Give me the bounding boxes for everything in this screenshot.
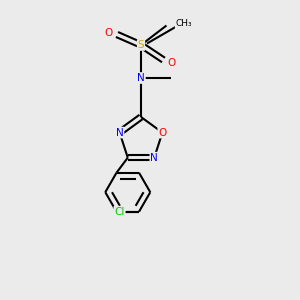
Text: O: O <box>104 28 113 38</box>
Text: Cl: Cl <box>114 207 125 217</box>
Text: N: N <box>116 128 124 137</box>
Text: N: N <box>137 73 145 83</box>
Text: N: N <box>150 153 158 163</box>
Text: O: O <box>158 128 166 137</box>
Text: S: S <box>138 40 144 50</box>
Text: CH₃: CH₃ <box>176 20 192 28</box>
Text: O: O <box>167 58 175 68</box>
